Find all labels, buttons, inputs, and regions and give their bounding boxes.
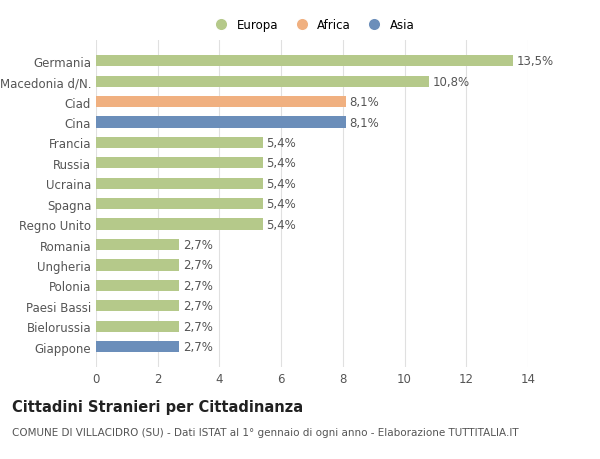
Bar [96,158,263,169]
Text: 5,4%: 5,4% [266,157,296,170]
Bar [96,199,263,210]
Text: Cittadini Stranieri per Cittadinanza: Cittadini Stranieri per Cittadinanza [12,399,303,414]
Bar [96,219,263,230]
Text: 8,1%: 8,1% [350,116,379,129]
Bar [96,301,179,312]
Bar [96,260,179,271]
Text: 10,8%: 10,8% [433,76,470,89]
Text: COMUNE DI VILLACIDRO (SU) - Dati ISTAT al 1° gennaio di ogni anno - Elaborazione: COMUNE DI VILLACIDRO (SU) - Dati ISTAT a… [12,427,518,437]
Text: 5,4%: 5,4% [266,218,296,231]
Text: 5,4%: 5,4% [266,198,296,211]
Text: 8,1%: 8,1% [350,96,379,109]
Text: 2,7%: 2,7% [183,340,213,353]
Bar [96,178,263,190]
Bar [96,280,179,291]
Text: 5,4%: 5,4% [266,137,296,150]
Text: 2,7%: 2,7% [183,300,213,313]
Bar [96,56,512,67]
Text: 2,7%: 2,7% [183,259,213,272]
Bar [96,138,263,149]
Bar [96,341,179,353]
Text: 2,7%: 2,7% [183,279,213,292]
Text: 2,7%: 2,7% [183,320,213,333]
Legend: Europa, Africa, Asia: Europa, Africa, Asia [205,15,419,37]
Bar [96,77,429,88]
Text: 5,4%: 5,4% [266,178,296,190]
Bar [96,117,346,129]
Bar [96,321,179,332]
Text: 2,7%: 2,7% [183,239,213,252]
Bar [96,97,346,108]
Text: 13,5%: 13,5% [516,55,553,68]
Bar [96,240,179,251]
